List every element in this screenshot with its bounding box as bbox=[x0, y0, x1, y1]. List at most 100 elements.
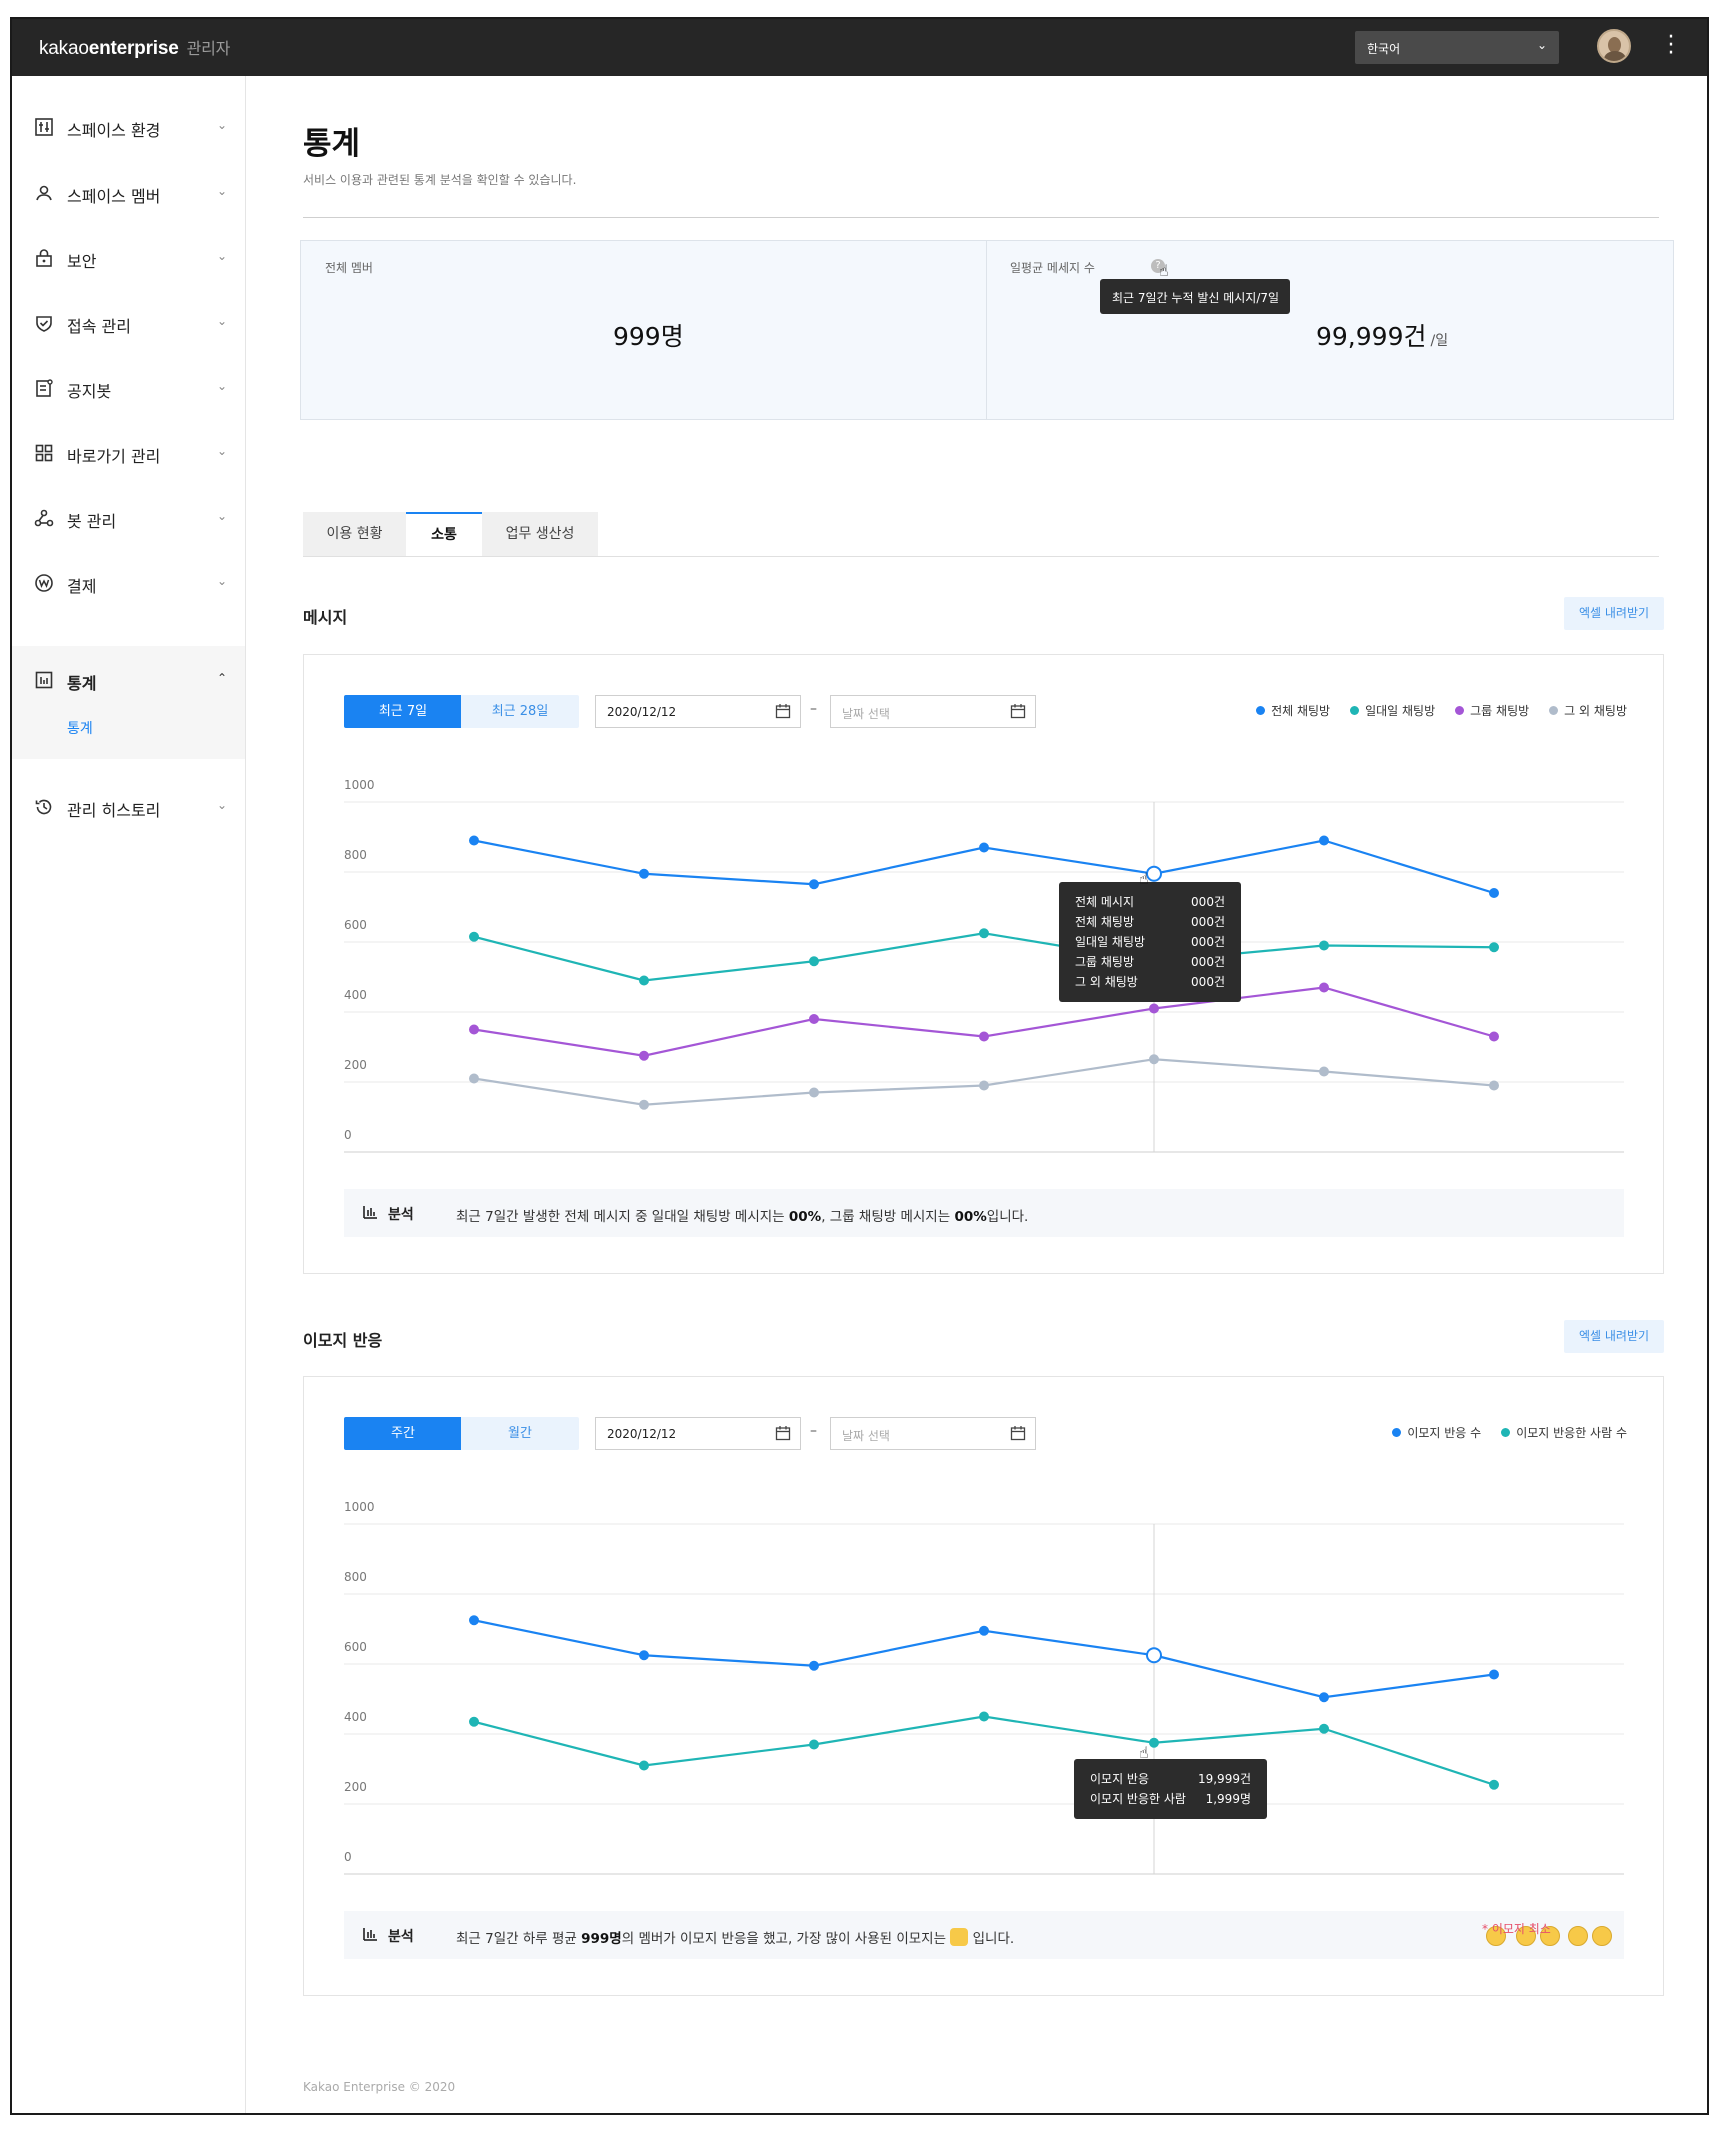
y-tick-label: 200 bbox=[344, 1780, 367, 1794]
brand-logo[interactable]: kakaoenterprise 관리자 bbox=[39, 35, 230, 60]
sidebar-item-security[interactable]: 보안 ⌄ bbox=[12, 237, 245, 277]
sidebar-item-notice-bot[interactable]: 공지봇 ⌄ bbox=[12, 367, 245, 407]
sidebar-item-access[interactable]: 접속 관리 ⌄ bbox=[12, 302, 245, 342]
sidebar: 스페이스 환경 ⌄ 스페이스 멤버 ⌄ 보안 ⌄ 접속 관리 ⌄ 공지봇 ⌄ 바… bbox=[12, 76, 246, 2113]
y-tick-label: 800 bbox=[344, 848, 367, 862]
data-point bbox=[1319, 835, 1329, 846]
highlighted-point bbox=[1146, 1647, 1162, 1664]
data-point bbox=[1489, 1779, 1499, 1790]
data-point bbox=[979, 842, 989, 853]
range-28days-button[interactable]: 최근 28일 bbox=[461, 695, 579, 728]
data-point bbox=[639, 975, 649, 986]
legend-label: 그룹 채팅방 bbox=[1470, 704, 1530, 718]
sidebar-item-payment[interactable]: 결제 ⌄ bbox=[12, 562, 245, 602]
data-point bbox=[1319, 1692, 1329, 1703]
tooltip-value: 000건 bbox=[1191, 975, 1225, 989]
legend-item[interactable]: 이모지 반응한 사람 수 bbox=[1501, 1424, 1627, 1441]
date-to-placeholder: 날짜 선택 bbox=[842, 1429, 890, 1443]
analysis-text-part: 의 멤버가 이모지 반응을 했고, 가장 많이 사용된 이모지는 bbox=[621, 1931, 951, 1947]
excel-download-button[interactable]: 엑셀 내려받기 bbox=[1564, 597, 1664, 630]
tab-communication[interactable]: 소통 bbox=[406, 512, 482, 556]
legend-item[interactable]: 일대일 채팅방 bbox=[1350, 702, 1435, 719]
analysis-text: 최근 7일간 발생한 전체 메시지 중 일대일 채팅방 메시지는 00%, 그룹… bbox=[456, 1205, 1028, 1225]
sidebar-item-statistics[interactable]: 통계 ⌃ bbox=[12, 659, 245, 699]
avatar[interactable] bbox=[1597, 29, 1631, 63]
analysis-highlight: 999명 bbox=[581, 1931, 622, 1947]
emoji-icon[interactable] bbox=[1592, 1926, 1612, 1946]
emoji-icon[interactable] bbox=[1540, 1926, 1560, 1946]
data-point bbox=[979, 1031, 989, 1042]
more-menu-icon[interactable]: · · · bbox=[1667, 25, 1675, 66]
data-point bbox=[639, 1050, 649, 1061]
info-icon[interactable]: ? bbox=[1151, 259, 1165, 273]
sidebar-subitem-statistics[interactable]: 통계 bbox=[67, 721, 93, 737]
emoji-icon[interactable] bbox=[1486, 1926, 1506, 1946]
range-monthly-button[interactable]: 월간 bbox=[461, 1417, 579, 1450]
chevron-down-icon: ⌄ bbox=[217, 798, 228, 812]
y-tick-label: 600 bbox=[344, 1640, 367, 1654]
emoji-line-chart: 020040060080010005/15/25/35/45/55/65/7 bbox=[344, 1500, 1624, 1875]
chart-tooltip: 전체 메시지 000건 전체 채팅방 000건 일대일 채팅방 000건 그룹 채팅방… bbox=[1059, 882, 1241, 1002]
data-point bbox=[809, 1739, 819, 1750]
y-tick-label: 0 bbox=[344, 1128, 352, 1142]
chevron-down-icon: ⌄ bbox=[217, 249, 228, 263]
y-tick-label: 200 bbox=[344, 1058, 367, 1072]
data-point bbox=[1149, 1003, 1159, 1014]
legend-item[interactable]: 전체 채팅방 bbox=[1256, 702, 1330, 719]
data-point bbox=[1489, 888, 1499, 898]
legend-item[interactable]: 이모지 반응 수 bbox=[1392, 1424, 1481, 1441]
data-point bbox=[469, 1024, 479, 1035]
date-from-input[interactable]: 2020/12/12 bbox=[595, 695, 801, 728]
data-point bbox=[979, 1711, 989, 1722]
data-point bbox=[1319, 982, 1329, 993]
sidebar-item-history[interactable]: 관리 히스토리 ⌄ bbox=[12, 786, 245, 826]
legend-dot bbox=[1256, 706, 1266, 715]
data-point bbox=[1319, 1723, 1329, 1734]
data-point bbox=[1319, 940, 1329, 951]
series-line bbox=[473, 986, 1495, 1057]
emoji-icon[interactable] bbox=[1568, 1926, 1588, 1946]
tab-usage[interactable]: 이용 현황 bbox=[303, 512, 406, 556]
sidebar-item-space-settings[interactable]: 스페이스 환경 ⌄ bbox=[12, 106, 245, 146]
footer-copyright: Kakao Enterprise © 2020 bbox=[303, 2080, 456, 2094]
sidebar-item-bots[interactable]: 봇 관리 ⌄ bbox=[12, 497, 245, 537]
chart-legend: 전체 채팅방 일대일 채팅방 그룹 채팅방 그 외 채팅방 bbox=[1236, 702, 1627, 719]
analysis-highlight: 00% bbox=[954, 1209, 987, 1225]
sidebar-item-space-members[interactable]: 스페이스 멤버 ⌄ bbox=[12, 172, 245, 212]
sidebar-item-label: 관리 히스토리 bbox=[67, 801, 161, 820]
language-value: 한국어 bbox=[1367, 42, 1401, 56]
date-from-input[interactable]: 2020/12/12 bbox=[595, 1417, 801, 1450]
sidebar-item-label: 스페이스 환경 bbox=[67, 121, 161, 140]
calendar-icon bbox=[775, 704, 791, 719]
date-to-input[interactable]: 날짜 선택 bbox=[830, 695, 1036, 728]
app-window: kakaoenterprise 관리자 한국어 ⌄ · · · 스페이스 환경 ⌄ 스… bbox=[10, 17, 1709, 2115]
chevron-down-icon: ⌄ bbox=[217, 574, 228, 588]
calendar-icon bbox=[775, 1426, 791, 1441]
analysis-label: 분석 bbox=[388, 1207, 414, 1223]
date-to-input[interactable]: 날짜 선택 bbox=[830, 1417, 1036, 1450]
excel-download-button[interactable]: 엑셀 내려받기 bbox=[1564, 1320, 1664, 1353]
daily-value-unit: /일 bbox=[1430, 333, 1449, 349]
data-point bbox=[1489, 1669, 1499, 1680]
sidebar-item-shortcuts[interactable]: 바로가기 관리 ⌄ bbox=[12, 432, 245, 472]
highlighted-point bbox=[1146, 865, 1162, 882]
range-weekly-button[interactable]: 주간 bbox=[344, 1417, 462, 1450]
legend-item[interactable]: 그 외 채팅방 bbox=[1549, 702, 1627, 719]
legend-item[interactable]: 그룹 채팅방 bbox=[1455, 702, 1529, 719]
y-tick-label: 600 bbox=[344, 918, 367, 932]
emoji-icon[interactable] bbox=[1516, 1926, 1536, 1946]
calendar-icon bbox=[1010, 704, 1026, 719]
messages-line-chart: 020040060080010005/15/25/35/45/55/65/7 bbox=[344, 778, 1624, 1153]
range-7days-button[interactable]: 최근 7일 bbox=[344, 695, 462, 728]
data-point bbox=[469, 1615, 479, 1626]
chevron-down-icon: ⌄ bbox=[1536, 38, 1547, 52]
y-tick-label: 400 bbox=[344, 1710, 367, 1724]
sidebar-active-bg bbox=[12, 646, 245, 759]
range-toggle: 최근 7일 최근 28일 bbox=[344, 695, 579, 728]
sidebar-item-label: 스페이스 멤버 bbox=[67, 187, 161, 206]
language-select[interactable]: 한국어 ⌄ bbox=[1355, 31, 1559, 64]
tooltip-row: 이모지 반응한 사람 1,999명 bbox=[1090, 1789, 1251, 1809]
legend-dot bbox=[1501, 1428, 1511, 1437]
data-point bbox=[469, 931, 479, 942]
tab-productivity[interactable]: 업무 생산성 bbox=[482, 512, 598, 556]
